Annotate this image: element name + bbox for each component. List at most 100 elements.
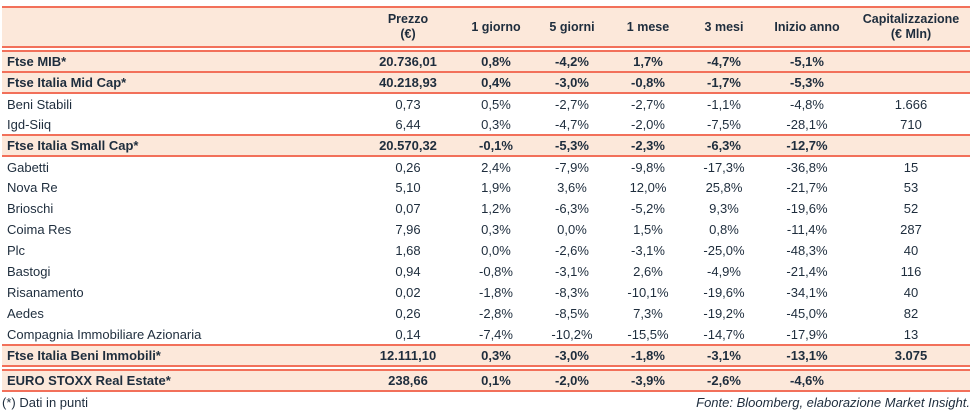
value-cell: 0,02	[395, 285, 421, 300]
table-row: Bastogi 0,94 -0,8% -3,1% 2,6% -4,9% -21,4% 116	[2, 261, 970, 282]
value-cell: -9,8%	[631, 159, 665, 175]
value-cell: 9,3%	[709, 201, 739, 216]
value-cell: 5,10	[395, 180, 421, 195]
table-row: Coima Res 7,96 0,3% 0,0% 1,5% 0,8% -11,4% 287	[2, 219, 970, 240]
value-cell: 287	[900, 222, 922, 237]
table-row: Ftse MIB* 20.736,01 0,8% -4,2% 1,7% -4,7% -5,1…	[2, 51, 970, 72]
footnote: (*) Dati in punti	[2, 395, 88, 410]
table-row: Aedes 0,26 -2,8% -8,5% 7,3% -19,2% -45,0% 82	[2, 303, 970, 324]
value-cell: -17,9%	[786, 326, 828, 342]
value-cell: 25,8%	[705, 180, 743, 195]
value-cell	[852, 135, 970, 156]
value-cell: -5,3%	[790, 75, 824, 90]
value-cell: 53	[903, 180, 919, 195]
value-cell: -2,0%	[631, 116, 665, 132]
value-cell: -10,2%	[551, 326, 593, 342]
value-cell: 12,0%	[629, 180, 667, 195]
value-cell: -7,5%	[707, 116, 741, 132]
row-label: Ftse MIB*	[7, 54, 67, 69]
value-cell: -2,0%	[555, 373, 589, 388]
value-cell: 0,73	[395, 96, 421, 112]
row-label: Ftse Italia Beni Immobili*	[7, 348, 161, 363]
row-label: Nova Re	[7, 180, 58, 195]
value-cell: -4,2%	[555, 54, 589, 69]
table-row: Plc 1,68 0,0% -2,6% -3,1% -25,0% -48,3% 40	[2, 240, 970, 261]
value-cell: -6,3%	[707, 138, 741, 153]
value-cell: -28,1%	[786, 116, 828, 132]
value-cell: -19,6%	[786, 201, 828, 216]
value-cell: -3,0%	[555, 75, 589, 90]
table-row: EURO STOXX Real Estate* 238,66 0,1% -2,0% -3…	[2, 370, 970, 391]
row-label: Compagnia Immobiliare Azionaria	[7, 326, 202, 342]
row-label: Ftse Italia Small Cap*	[7, 138, 139, 153]
value-cell: 238,66	[388, 373, 428, 388]
value-cell: -5,3%	[555, 138, 589, 153]
value-cell: -15,5%	[627, 326, 669, 342]
value-cell: 7,96	[395, 222, 421, 237]
value-cell	[852, 72, 970, 93]
value-cell: -1,8%	[479, 285, 513, 300]
row-label: Ftse Italia Mid Cap*	[7, 75, 127, 90]
value-cell	[852, 370, 970, 391]
value-cell: -48,3%	[786, 243, 828, 258]
value-cell: -3,1%	[707, 348, 741, 363]
value-cell: -0,8%	[631, 75, 665, 90]
row-label: Plc	[7, 243, 26, 258]
value-cell: 1,9%	[481, 180, 511, 195]
value-cell: -1,8%	[631, 348, 665, 363]
value-cell: 3.075	[894, 348, 928, 363]
value-cell: -6,3%	[555, 201, 589, 216]
value-cell: -5,2%	[631, 201, 665, 216]
report-panel: Prezzo (€) 1 giorno 5 giorni 1 mese 3 mesi Ini…	[2, 0, 970, 410]
performance-table: Prezzo (€) 1 giorno 5 giorni 1 mese 3 mesi Ini…	[2, 6, 970, 392]
value-cell: -21,4%	[786, 264, 828, 279]
value-cell: -4,7%	[555, 116, 589, 132]
table-row: Brioschi 0,07 1,2% -6,3% -5,2% 9,3% -19,6% 52	[2, 198, 970, 219]
table-row: Compagnia Immobiliare Azionaria 0,14 -7,4%…	[2, 324, 970, 345]
value-cell: 52	[903, 201, 919, 216]
value-cell: 20.570,32	[379, 138, 437, 153]
column-header: Capitalizzazione (€ Mln)	[862, 12, 960, 41]
value-cell: -7,4%	[479, 326, 513, 342]
value-cell: -4,6%	[790, 373, 824, 388]
value-cell: -8,5%	[555, 306, 589, 321]
value-cell: -36,8%	[786, 159, 828, 175]
value-cell: -10,1%	[627, 285, 669, 300]
value-cell: -14,7%	[703, 326, 745, 342]
value-cell: 1,5%	[633, 222, 663, 237]
value-cell: -2,7%	[631, 96, 665, 112]
value-cell: 7,3%	[633, 306, 663, 321]
section-gap	[2, 47, 970, 51]
value-cell: -8,3%	[555, 285, 589, 300]
value-cell: -12,7%	[786, 138, 828, 153]
value-cell: 0,07	[395, 201, 421, 216]
value-cell: -17,3%	[703, 159, 745, 175]
value-cell: 13	[903, 326, 919, 342]
value-cell: -3,1%	[631, 243, 665, 258]
value-cell: -45,0%	[786, 306, 828, 321]
table-footer: (*) Dati in punti Fonte: Bloomberg, elab…	[2, 392, 970, 410]
row-label: Bastogi	[7, 264, 51, 279]
value-cell: -2,8%	[479, 306, 513, 321]
value-cell: 40	[903, 243, 919, 258]
value-cell: 3,6%	[557, 180, 587, 195]
value-cell: 12.111,10	[379, 348, 437, 363]
value-cell: 0,3%	[481, 348, 511, 363]
value-cell: -2,6%	[707, 373, 741, 388]
value-cell: -1,1%	[707, 96, 741, 112]
value-cell: -25,0%	[703, 243, 745, 258]
value-cell: -3,1%	[555, 264, 589, 279]
row-label: Gabetti	[7, 159, 49, 175]
column-header: Prezzo (€)	[387, 12, 429, 41]
table-row: Ftse Italia Mid Cap* 40.218,93 0,4% -3,0% -0…	[2, 72, 970, 93]
value-cell: -2,3%	[631, 138, 665, 153]
row-label: EURO STOXX Real Estate*	[7, 373, 171, 388]
value-cell: -4,7%	[707, 54, 741, 69]
value-cell: -0,8%	[479, 264, 513, 279]
value-cell: 0,3%	[481, 116, 511, 132]
table-row: Igd-Siiq 6,44 0,3% -4,7% -2,0% -7,5% -28,1% 710	[2, 114, 970, 135]
value-cell: 0,8%	[481, 54, 511, 69]
value-cell: 20.736,01	[379, 54, 437, 69]
value-cell: -4,9%	[707, 264, 741, 279]
value-cell: 0,0%	[557, 222, 587, 237]
